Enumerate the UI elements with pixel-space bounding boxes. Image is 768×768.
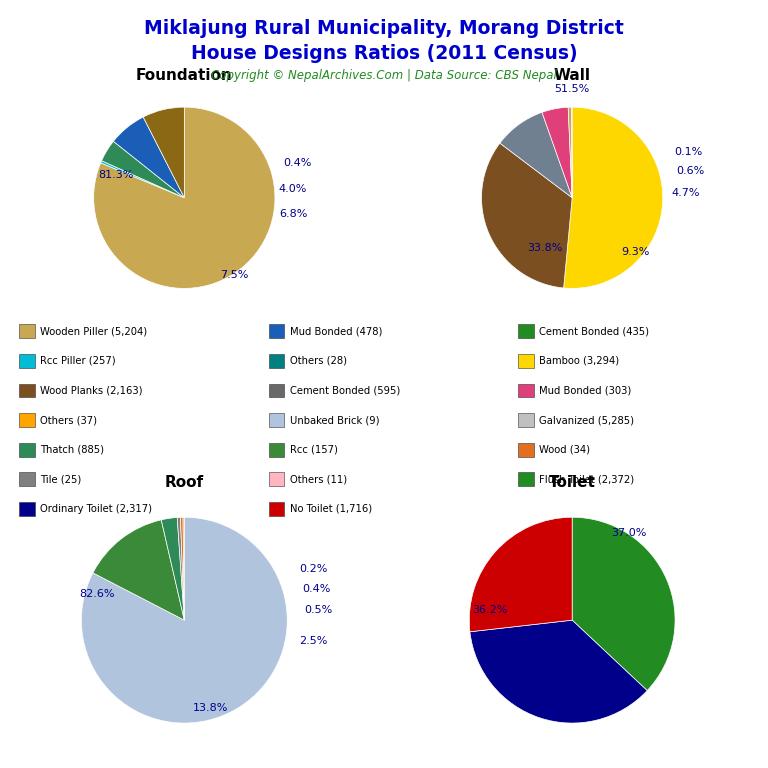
- Text: Copyright © NepalArchives.Com | Data Source: CBS Nepal: Copyright © NepalArchives.Com | Data Sou…: [211, 69, 557, 82]
- Text: 7.5%: 7.5%: [220, 270, 248, 280]
- Wedge shape: [81, 518, 287, 723]
- Wedge shape: [93, 520, 184, 621]
- Text: 4.7%: 4.7%: [671, 188, 700, 198]
- Wedge shape: [94, 107, 275, 289]
- Text: 82.6%: 82.6%: [79, 589, 114, 600]
- Text: 9.3%: 9.3%: [621, 247, 650, 257]
- Text: Rcc Piller (257): Rcc Piller (257): [40, 356, 115, 366]
- Wedge shape: [180, 518, 184, 621]
- Text: No Toilet (1,716): No Toilet (1,716): [290, 504, 372, 514]
- Title: Roof: Roof: [165, 475, 204, 490]
- Text: 0.2%: 0.2%: [299, 564, 327, 574]
- Text: Tile (25): Tile (25): [40, 475, 81, 485]
- Text: 4.0%: 4.0%: [279, 184, 307, 194]
- Wedge shape: [114, 117, 184, 198]
- Text: 36.2%: 36.2%: [472, 605, 508, 615]
- Text: 26.8%: 26.8%: [585, 703, 621, 713]
- Text: Others (37): Others (37): [40, 415, 97, 425]
- Wedge shape: [482, 143, 572, 288]
- Text: 0.1%: 0.1%: [674, 147, 702, 157]
- Text: Cement Bonded (435): Cement Bonded (435): [539, 326, 649, 336]
- Text: Ordinary Toilet (2,317): Ordinary Toilet (2,317): [40, 504, 152, 514]
- Text: House Designs Ratios (2011 Census): House Designs Ratios (2011 Census): [190, 44, 578, 63]
- Text: 81.3%: 81.3%: [98, 170, 134, 180]
- Text: Rcc (157): Rcc (157): [290, 445, 337, 455]
- Wedge shape: [183, 518, 184, 621]
- Wedge shape: [101, 161, 184, 198]
- Text: 0.6%: 0.6%: [676, 166, 704, 176]
- Wedge shape: [564, 107, 663, 288]
- Text: 0.4%: 0.4%: [302, 584, 330, 594]
- Text: Others (11): Others (11): [290, 475, 346, 485]
- Text: Flush Toilet (2,372): Flush Toilet (2,372): [539, 475, 634, 485]
- Text: 2.5%: 2.5%: [299, 636, 327, 646]
- Wedge shape: [161, 518, 184, 621]
- Title: Toilet: Toilet: [548, 475, 596, 490]
- Wedge shape: [177, 518, 184, 621]
- Text: 0.5%: 0.5%: [304, 605, 333, 615]
- Wedge shape: [542, 108, 572, 198]
- Wedge shape: [143, 107, 184, 198]
- Wedge shape: [500, 112, 572, 198]
- Wedge shape: [568, 108, 572, 198]
- Title: Wall: Wall: [554, 68, 591, 83]
- Text: Miklajung Rural Municipality, Morang District: Miklajung Rural Municipality, Morang Dis…: [144, 19, 624, 38]
- Text: Cement Bonded (595): Cement Bonded (595): [290, 386, 400, 396]
- Text: Wood Planks (2,163): Wood Planks (2,163): [40, 386, 142, 396]
- Text: Bamboo (3,294): Bamboo (3,294): [539, 356, 619, 366]
- Text: Mud Bonded (303): Mud Bonded (303): [539, 386, 631, 396]
- Text: 51.5%: 51.5%: [554, 84, 590, 94]
- Wedge shape: [469, 518, 572, 632]
- Text: 33.8%: 33.8%: [528, 243, 563, 253]
- Text: Wooden Piller (5,204): Wooden Piller (5,204): [40, 326, 147, 336]
- Text: 0.4%: 0.4%: [283, 158, 312, 168]
- Text: Thatch (885): Thatch (885): [40, 445, 104, 455]
- Text: Galvanized (5,285): Galvanized (5,285): [539, 415, 634, 425]
- Title: Foundation: Foundation: [136, 68, 233, 83]
- Wedge shape: [572, 518, 675, 690]
- Text: 37.0%: 37.0%: [611, 528, 647, 538]
- Wedge shape: [101, 141, 184, 198]
- Text: Unbaked Brick (9): Unbaked Brick (9): [290, 415, 379, 425]
- Text: Others (28): Others (28): [290, 356, 346, 366]
- Text: Mud Bonded (478): Mud Bonded (478): [290, 326, 382, 336]
- Text: 6.8%: 6.8%: [279, 209, 307, 219]
- Text: Wood (34): Wood (34): [539, 445, 590, 455]
- Wedge shape: [470, 621, 647, 723]
- Text: 13.8%: 13.8%: [192, 703, 228, 713]
